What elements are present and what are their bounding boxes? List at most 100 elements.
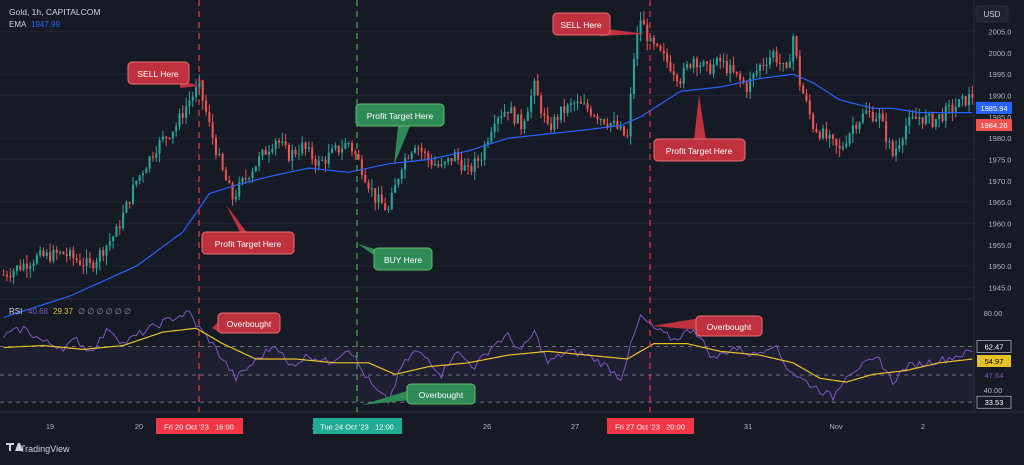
candle-body <box>772 51 775 58</box>
rsi-value-label-bg <box>977 369 1011 382</box>
overbought-callout-1-text: Overbought <box>227 319 272 329</box>
candle-body <box>865 110 868 114</box>
tradingview-logo[interactable]: TradingView <box>6 443 70 454</box>
candle-body <box>55 249 58 254</box>
candle-body <box>214 137 218 155</box>
candle-body <box>311 147 314 160</box>
rsi-ma-line <box>3 327 973 383</box>
candle-body <box>961 95 964 100</box>
candle-body <box>78 260 81 265</box>
candle-body <box>742 79 745 83</box>
candle-body <box>350 142 354 152</box>
candle-body <box>125 201 128 213</box>
candle-body <box>848 133 851 144</box>
candle-body <box>566 104 569 114</box>
candle-body <box>782 63 785 65</box>
candle-body <box>762 64 765 66</box>
candle-body <box>261 149 264 157</box>
candle-body <box>573 103 576 105</box>
candle-body <box>450 158 453 162</box>
overbought-callout-1: Overbought <box>212 312 281 334</box>
candle-body <box>941 114 944 121</box>
candle-body <box>785 63 788 68</box>
candle-body <box>944 106 947 121</box>
candle-body <box>967 94 971 106</box>
candle-body <box>9 276 12 278</box>
candle-body <box>778 62 781 64</box>
price-tick-label: 1950.0 <box>989 262 1012 271</box>
candle-body <box>831 134 835 139</box>
candle-body <box>506 111 509 114</box>
time-tick-label: 26 <box>483 422 491 431</box>
candle-body <box>609 123 612 127</box>
candle-body <box>98 250 101 262</box>
axes: 1945.0 1950.0 1955.0 1960.0 1965.0 1970.0 1975… <box>46 28 1012 431</box>
time-tick-label: 27 <box>571 422 579 431</box>
candle-body <box>901 139 904 146</box>
candle-body <box>85 258 88 267</box>
candle-body <box>938 114 941 119</box>
candle-body <box>102 250 105 256</box>
price-label-bg <box>976 101 1012 114</box>
time-tick-label: 2 <box>921 422 925 431</box>
ema-line <box>3 73 973 318</box>
candle-body <box>775 51 778 63</box>
rsi-ma-legend-value: 29.37 <box>53 307 74 316</box>
rsi-value-label-text: 47.64 <box>985 371 1004 380</box>
candle-body <box>59 251 62 254</box>
candle-body <box>397 178 400 185</box>
candle-body <box>423 151 426 153</box>
candle-body <box>553 117 556 130</box>
candle-body <box>559 106 563 121</box>
candle-body <box>845 143 848 147</box>
candle-body <box>234 196 237 200</box>
time-tick-label: 19 <box>46 422 54 431</box>
candle-body <box>175 126 178 132</box>
candle-body <box>911 116 914 118</box>
candle-body <box>669 61 672 72</box>
price-label-bg <box>976 119 1012 132</box>
price-pane <box>0 11 974 318</box>
candle-body <box>470 165 473 172</box>
candle-body <box>576 101 579 104</box>
candle-body <box>639 20 642 35</box>
candle-body <box>885 121 888 142</box>
candle-body <box>357 154 360 160</box>
candle-body <box>287 144 290 161</box>
candle-body <box>374 188 377 203</box>
candle-body <box>367 182 370 189</box>
buy-callout-text: BUY Here <box>384 255 422 265</box>
candle-body <box>914 116 917 119</box>
candle-body <box>626 135 629 137</box>
candle-body <box>699 65 702 68</box>
candle-body <box>510 107 513 114</box>
candle-body <box>503 111 506 117</box>
candle-body <box>735 71 738 74</box>
candle-body <box>264 149 267 155</box>
overbought-callout-2-text: Overbought <box>419 390 464 400</box>
price-tick-label: 1990.0 <box>989 92 1012 101</box>
candle-body <box>483 144 486 160</box>
candle-body <box>622 126 626 136</box>
candle-body <box>108 241 111 246</box>
time-tick-label: Nov <box>829 422 843 431</box>
currency-button[interactable] <box>975 5 1009 23</box>
sell-callout-2-text: SELL Here <box>560 20 602 30</box>
candle-body <box>413 147 417 153</box>
candle-body <box>898 145 901 149</box>
candle-body <box>410 152 413 159</box>
candle-body <box>165 136 168 138</box>
candle-body <box>954 107 957 112</box>
candle-body <box>135 180 138 185</box>
profit-target-callout-3: Profit Target Here <box>653 95 746 162</box>
candle-body <box>533 80 536 96</box>
candle-body <box>277 140 281 143</box>
candle-body <box>792 36 795 62</box>
candle-body <box>828 134 831 139</box>
candle-body <box>88 258 91 263</box>
candle-body <box>749 78 752 92</box>
time-marker-2-text: Tue 24 Oct '23 12:00 <box>320 423 394 432</box>
candle-body <box>642 20 645 25</box>
candle-body <box>589 108 592 116</box>
